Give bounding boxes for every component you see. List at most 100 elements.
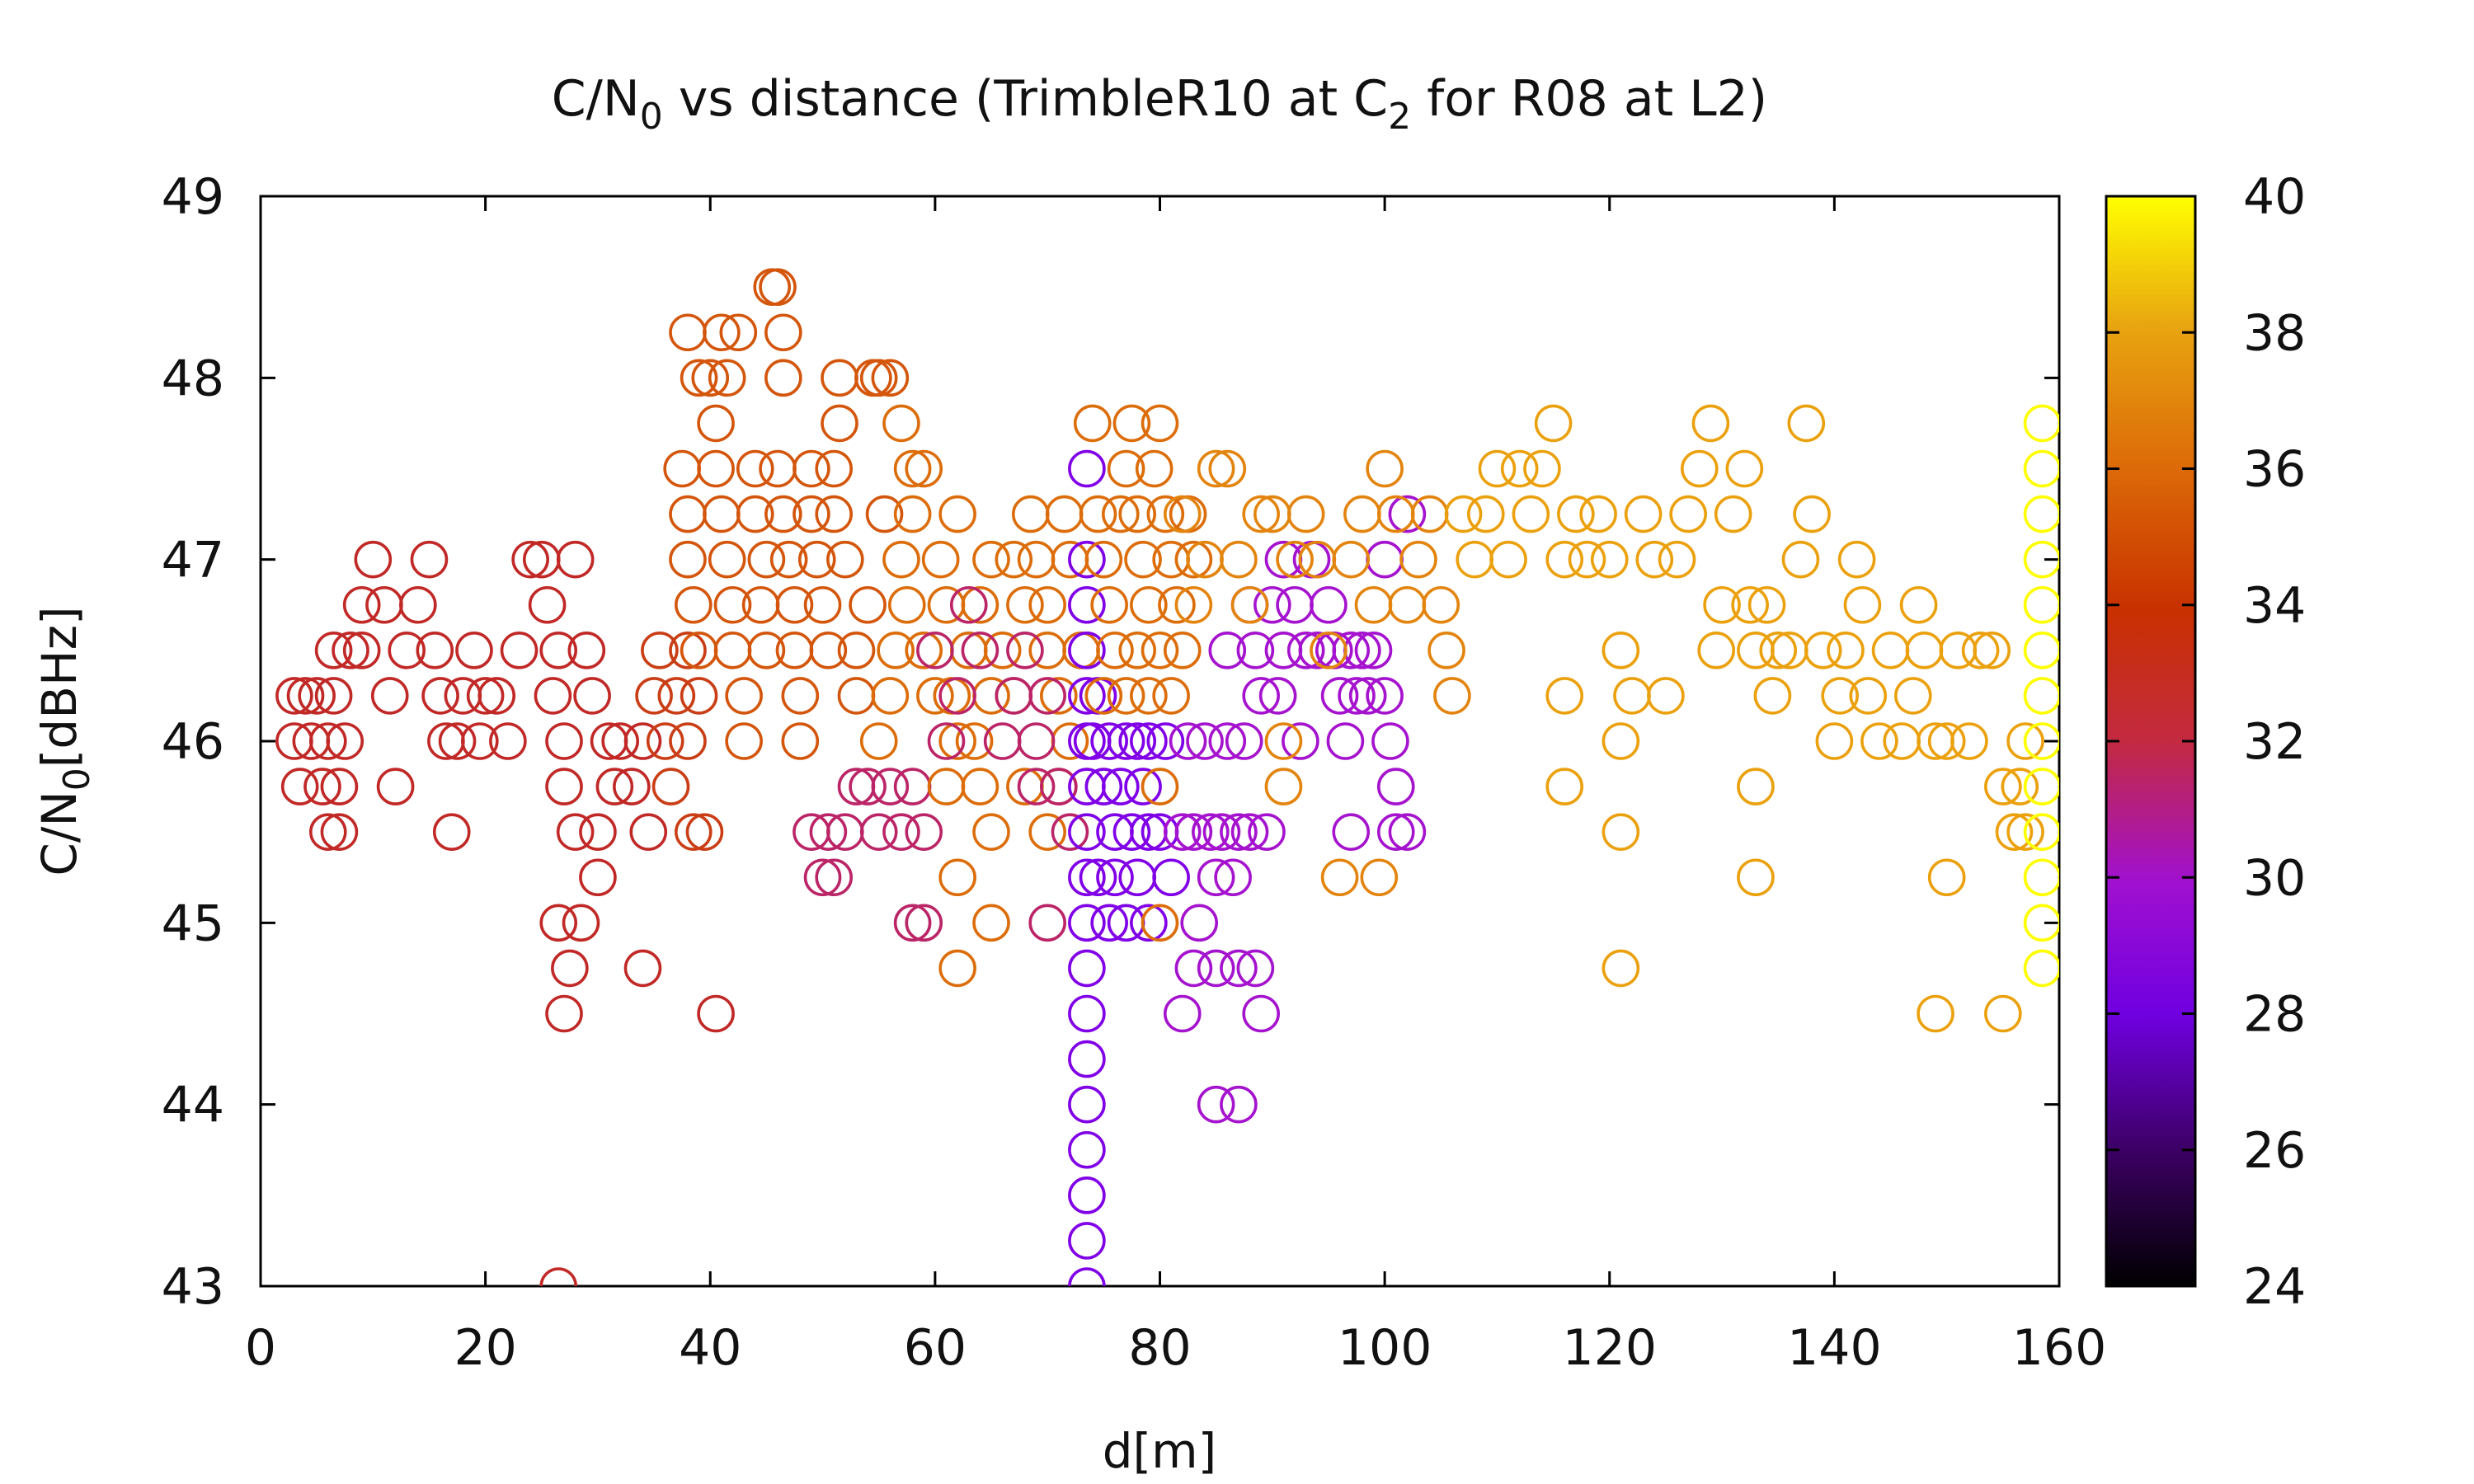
data-point [342, 632, 381, 669]
data-point [2023, 449, 2059, 488]
data-point [1118, 632, 1157, 669]
data-point [314, 677, 353, 715]
data-point [1602, 722, 1640, 760]
data-point [871, 359, 910, 397]
y-tick-label: 44 [162, 1077, 224, 1134]
data-point [1669, 495, 1707, 533]
data-point [1927, 722, 1966, 760]
data-point [736, 495, 774, 533]
data-point [1534, 404, 1573, 443]
data-point [1107, 449, 1145, 488]
data-point [1186, 722, 1224, 760]
data-point [1152, 677, 1190, 715]
data-point [1017, 768, 1056, 805]
data-point [764, 495, 802, 533]
data-point [1197, 1085, 1235, 1124]
data-point [1152, 858, 1190, 897]
data-point [1197, 449, 1235, 488]
data-point [1068, 677, 1106, 715]
colorbar-tick-label: 32 [2243, 713, 2306, 771]
data-point [1118, 495, 1157, 533]
data-point [1647, 677, 1685, 715]
data-point [995, 677, 1033, 715]
data-point [887, 585, 926, 624]
data-point [308, 813, 347, 851]
data-point [562, 904, 600, 942]
data-point [1602, 813, 1640, 851]
data-point [1101, 768, 1140, 805]
data-point [1163, 813, 1202, 851]
data-point [1135, 449, 1174, 488]
data-point [1158, 585, 1196, 624]
data-point [528, 585, 567, 624]
data-point [893, 904, 932, 942]
data-point [1017, 722, 1056, 760]
x-tick-label: 140 [1787, 1319, 1882, 1377]
data-point [703, 495, 741, 533]
data-point [623, 722, 662, 760]
data-point [1068, 449, 1106, 488]
data-point [1737, 768, 1775, 805]
data-point [1220, 1085, 1258, 1124]
colorbar-tick-label: 34 [2243, 577, 2306, 635]
data-point [1051, 813, 1089, 851]
data-point [719, 313, 758, 352]
data-point [1366, 677, 1404, 715]
data-point [477, 677, 516, 715]
data-point [461, 722, 499, 760]
data-point [1068, 813, 1106, 851]
data-point [2023, 858, 2059, 897]
y-tick-label: 48 [162, 350, 224, 407]
data-point [1781, 540, 1820, 579]
data-point [1146, 722, 1185, 760]
data-point [1230, 585, 1269, 624]
data-point [1197, 858, 1235, 897]
data-point [1141, 632, 1179, 669]
data-point [1759, 632, 1798, 669]
data-point [1905, 632, 1944, 669]
data-point [1208, 632, 1247, 669]
data-point [669, 495, 707, 533]
data-point [539, 904, 578, 942]
data-point [1090, 904, 1128, 942]
data-point [1253, 585, 1291, 624]
data-point [1523, 449, 1561, 488]
data-point [859, 813, 898, 851]
data-point [1028, 677, 1066, 715]
data-point [849, 585, 887, 624]
data-point [1163, 495, 1202, 533]
data-point [1354, 632, 1393, 669]
data-point [1725, 449, 1764, 488]
data-point [938, 858, 976, 897]
x-tick-label: 160 [2012, 1319, 2107, 1377]
data-point [1557, 495, 1595, 533]
data-point [769, 540, 808, 579]
data-point [500, 632, 539, 669]
data-point [2023, 813, 2059, 851]
data-point [1084, 768, 1123, 805]
data-point [1995, 813, 2034, 851]
data-point [826, 540, 864, 579]
data-point [725, 677, 763, 715]
data-point [1017, 540, 1056, 579]
data-point [1068, 1176, 1106, 1214]
data-point [1371, 722, 1409, 760]
data-points [275, 268, 2059, 1286]
colorbar-tick-label: 38 [2243, 304, 2306, 362]
data-point [882, 813, 920, 851]
data-point [1545, 768, 1584, 805]
data-point [713, 585, 752, 624]
data-point [938, 495, 976, 533]
data-point [1338, 677, 1376, 715]
x-tick-label: 0 [245, 1319, 276, 1377]
y-tick-label: 45 [162, 895, 224, 952]
data-point [1456, 540, 1493, 579]
data-point [1068, 632, 1106, 669]
data-point [708, 540, 746, 579]
data-point [685, 813, 724, 851]
data-point [1804, 632, 1842, 669]
data-point [1220, 949, 1258, 988]
data-point [809, 813, 848, 851]
data-point [1893, 677, 1932, 715]
data-point [421, 677, 459, 715]
